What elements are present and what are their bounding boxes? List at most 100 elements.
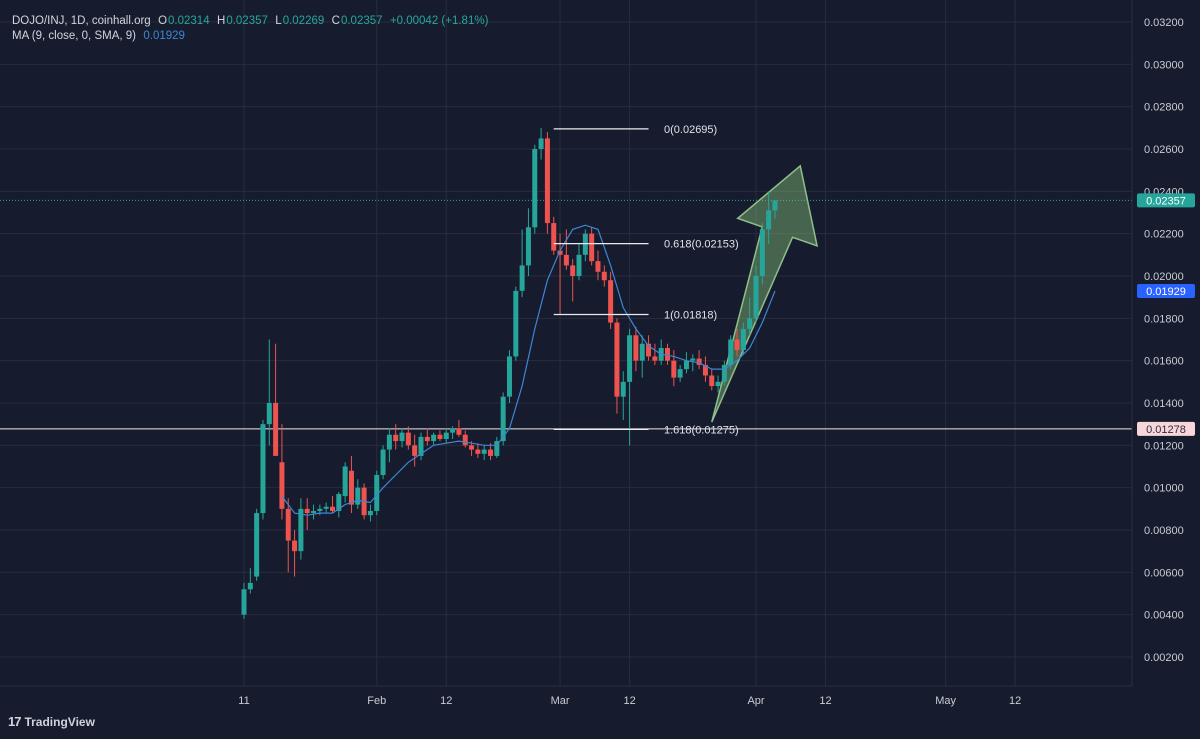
candle-body — [665, 347, 671, 361]
ma-line — [281, 224, 776, 516]
candle-body — [513, 290, 519, 357]
x-tick-label: Mar — [551, 695, 570, 707]
y-tick-label: 0.02000 — [1144, 271, 1184, 283]
candle-body — [298, 508, 304, 552]
x-tick-label: Feb — [367, 695, 386, 707]
last-price-badge: 0.02357 — [1146, 195, 1186, 207]
candle-body — [652, 356, 658, 361]
candle-body — [462, 434, 468, 446]
candle-body — [374, 474, 380, 511]
candle-body — [702, 364, 708, 376]
ohlc-legend: DOJO/INJ, 1D, coinhall.org O0.02314 H 0.0… — [12, 15, 489, 27]
y-tick-label: 0.02800 — [1144, 102, 1184, 114]
y-tick-label: 0.00400 — [1144, 610, 1184, 622]
candle-body — [260, 424, 266, 514]
candle-body — [589, 233, 595, 262]
candle-body — [753, 276, 759, 319]
candle-body — [424, 436, 430, 442]
candle-body — [696, 358, 702, 365]
fib-level-label: 1.618(0.01275) — [664, 424, 739, 436]
y-tick-label: 0.01200 — [1144, 440, 1184, 452]
candle-body — [336, 494, 342, 511]
candle-body — [576, 254, 582, 276]
candle-body — [766, 210, 772, 230]
candle-body — [488, 449, 494, 456]
tradingview-logo[interactable]: 17 TradingView — [8, 714, 95, 729]
candle-body — [525, 227, 531, 266]
candle-body — [329, 506, 335, 511]
candle-body — [544, 138, 550, 224]
symbol-label[interactable]: DOJO/INJ, 1D, coinhall.org — [12, 15, 151, 27]
horizontal-line-layer — [0, 199, 1132, 430]
candle-body — [412, 445, 418, 456]
candle-body — [683, 360, 689, 370]
open-value: 0.02314 — [168, 15, 210, 27]
fib-level-label: 0.618(0.02153) — [664, 239, 739, 251]
ma-value: 0.01929 — [143, 30, 185, 42]
y-tick-label: 0.00600 — [1144, 567, 1184, 579]
y-tick-label: 0.02200 — [1144, 229, 1184, 241]
candle-body — [639, 343, 645, 361]
candle-body — [721, 364, 727, 382]
candle-body — [728, 339, 734, 365]
ma-price-badge-bg — [1137, 284, 1195, 299]
x-tick-label: May — [935, 695, 956, 707]
candle-body — [608, 280, 614, 323]
x-tick-label: 11 — [238, 695, 249, 707]
candle-body — [247, 582, 253, 590]
candle-body — [772, 200, 778, 211]
support-price-badge: 0.01278 — [1146, 424, 1186, 436]
candle-body — [386, 434, 392, 450]
candle-body — [551, 223, 557, 251]
fib-level-label: 1(0.01818) — [664, 310, 717, 322]
candle-body — [311, 510, 317, 514]
last-price-badge-bg — [1137, 193, 1195, 208]
candle-body — [506, 356, 512, 397]
candle-body — [759, 229, 765, 276]
axes-layer: 0.032000.030000.028000.026000.024000.022… — [0, 0, 1195, 707]
candle-body — [355, 487, 361, 505]
candle-body — [304, 508, 310, 514]
tradingview-label: TradingView — [24, 714, 95, 729]
candle-body — [241, 589, 247, 615]
candle-body — [538, 138, 544, 149]
y-tick-label: 0.03200 — [1144, 17, 1184, 29]
fib-levels-layer: 0(0.02695) 0.618(0.02153) 1(0.01818) 1.618(… — [553, 124, 739, 436]
candle-body — [494, 441, 500, 456]
y-tick-label: 0.02600 — [1144, 144, 1184, 156]
ma-legend[interactable]: MA (9, close, 0, SMA, 9) 0.01929 — [12, 30, 186, 42]
candle-body — [614, 322, 620, 397]
candle-body — [342, 466, 348, 497]
ma-label: MA (9, close, 0, SMA, 9) — [12, 30, 136, 42]
x-tick-label: 12 — [440, 695, 452, 707]
candle-body — [380, 449, 386, 475]
candle-body — [709, 375, 715, 387]
candle-body — [646, 343, 652, 357]
x-tick-label: 12 — [819, 695, 831, 707]
candle-body — [557, 250, 563, 255]
open-label: O — [158, 15, 168, 27]
low-value: 0.02269 — [282, 15, 325, 27]
candle-body — [627, 335, 633, 382]
candle-body — [740, 328, 746, 351]
y-tick-label: 0.00800 — [1144, 525, 1184, 537]
candle-body — [431, 434, 437, 442]
candle-body — [519, 265, 525, 291]
tradingview-icon: 17 — [8, 714, 22, 729]
candle-body — [317, 508, 323, 511]
candle-body — [671, 360, 677, 378]
candle-body — [273, 403, 279, 456]
candle-body — [399, 432, 405, 442]
candle-body — [677, 369, 683, 378]
candle-body — [747, 318, 753, 329]
high-label: H — [217, 15, 226, 27]
x-tick-label: Apr — [747, 695, 764, 707]
candle-body — [601, 271, 607, 281]
candle-body — [595, 261, 601, 272]
candle-body — [620, 381, 626, 397]
candle-body — [266, 403, 272, 425]
y-tick-label: 0.00200 — [1144, 652, 1184, 664]
